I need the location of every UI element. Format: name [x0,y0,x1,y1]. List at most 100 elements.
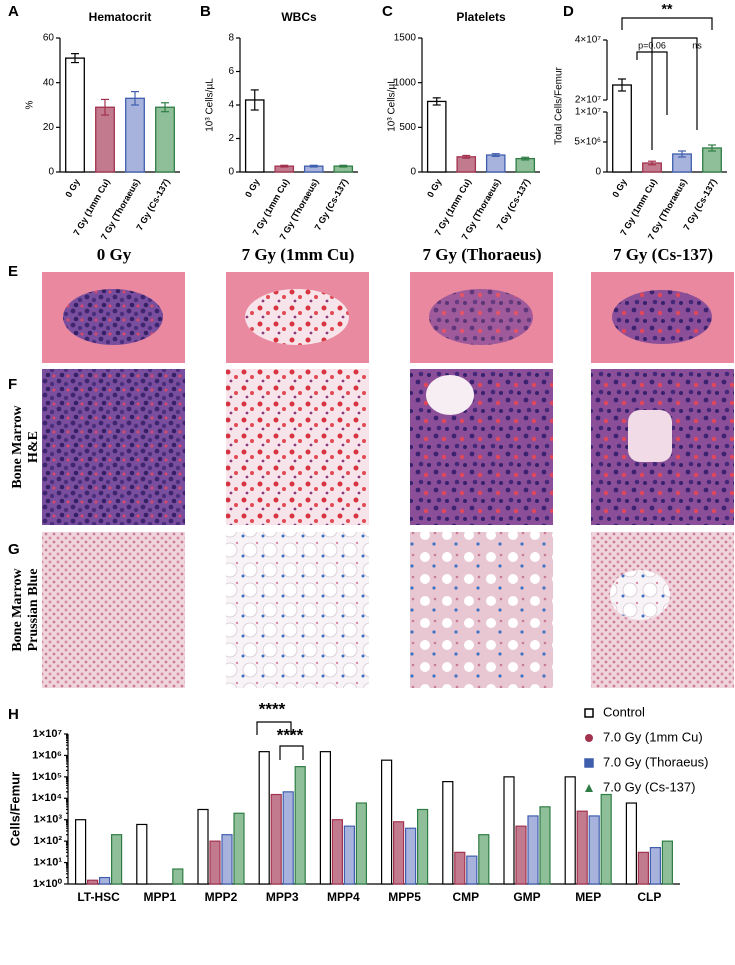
panel-label: G [8,541,20,558]
bar [503,776,515,885]
y-axis-label: 10³ Cells/µL [205,78,216,132]
bar [155,106,175,173]
bar [270,793,282,885]
image-marrow [612,290,712,344]
legend-label: 7.0 Gy (Cs-137) [603,779,695,794]
y-tick-label: 0 [48,167,54,178]
y-tick-label: 20 [43,122,55,133]
annotation: ns [692,40,702,50]
x-tick-label: 0 Gy [610,177,628,199]
error-bar [131,90,139,106]
y-axis-label: 10³ Cells/µL [387,78,398,132]
error-bar [648,160,656,166]
image-region [610,570,670,620]
y-tick-label: 1000 [394,77,417,88]
bar [456,156,477,173]
x-tick-label: MPP3 [266,890,299,904]
legend-label: 7.0 Gy (1mm Cu) [603,729,703,744]
annotation: **** [277,725,304,744]
annotation: **** [259,699,286,718]
annotation: ** [662,1,673,17]
legend-marker [584,708,594,718]
y-tick-label: 4 [228,100,234,111]
y-tick-label: 1×10⁴ [32,792,62,804]
y-tick-label: 1×10⁵ [32,771,62,783]
x-tick-label: CLP [637,890,661,904]
x-tick-label: MPP2 [205,890,238,904]
bar [65,57,85,173]
error-bar [618,78,626,92]
error-bar [250,89,259,111]
error-bar [280,164,289,168]
y-tick-label: 0 [410,167,416,178]
y-tick-label: 4×10⁷ [575,35,602,46]
panel-label: E [8,263,18,280]
bar [393,821,405,885]
image [42,532,185,688]
bar [637,851,650,885]
y-tick-label: 1×10⁶ [32,749,62,761]
legend-label: Control [603,704,645,719]
bar [625,802,638,885]
legend-marker [585,734,593,742]
row-label: Prussian Blue [26,569,41,652]
bar [221,834,233,885]
panel-label: C [382,3,393,20]
y-tick-label: 500 [399,122,416,133]
bar [649,846,662,885]
bar [417,808,429,885]
image-marrow [245,289,349,345]
x-tick-label: 0 Gy [425,177,443,199]
bar [426,100,447,173]
bar [576,810,588,885]
bar [319,751,331,885]
image [42,369,185,525]
image-vessel [628,410,672,462]
y-tick-label: 1×10⁷ [33,728,63,740]
x-tick-label: MPP4 [327,890,360,904]
chart-title: Platelets [456,10,506,24]
row-label: Bone Marrow [10,404,25,488]
bar [98,876,111,885]
y-axis-label: % [25,100,36,109]
y-axis-label: Total Cells/Femur [554,66,565,144]
bar [564,776,576,885]
bar [197,808,209,885]
y-tick-label: 1×10⁷ [575,107,602,118]
legend-marker [584,758,594,768]
bar [331,819,343,885]
x-tick-label: MPP1 [143,890,176,904]
error-bar [491,153,500,157]
y-tick-label: 8 [228,33,234,44]
y-tick-label: 5×10⁶ [574,137,601,148]
error-bar [432,97,441,106]
bar [466,855,478,885]
y-tick-label: 1×10¹ [34,856,63,868]
row-label: Bone Marrow [10,567,25,651]
x-tick-label: MPP5 [388,890,421,904]
bar [661,840,674,885]
bar [172,868,184,885]
x-tick-label: LT-HSC [77,890,120,904]
row-label: H&E [26,431,41,463]
bar [527,815,539,885]
y-tick-label: 0 [228,167,234,178]
bar [454,851,466,885]
bar [209,840,221,885]
y-tick-label: 40 [43,77,55,88]
panel-label: A [8,3,19,20]
bar [405,827,417,885]
bar [294,766,306,885]
y-axis-label: Cells/Femur [7,772,22,846]
error-bar [339,164,348,168]
y-tick-label: 2×10⁷ [575,95,602,106]
y-tick-label: 60 [43,33,55,44]
y-tick-label: 1×10³ [34,814,63,826]
y-tick-label: 1×10² [34,835,63,847]
x-tick-label: 0 Gy [243,177,261,199]
bar [702,147,722,173]
bar [110,834,123,885]
x-tick-label: GMP [513,890,540,904]
chart-title: Hematocrit [89,10,152,24]
